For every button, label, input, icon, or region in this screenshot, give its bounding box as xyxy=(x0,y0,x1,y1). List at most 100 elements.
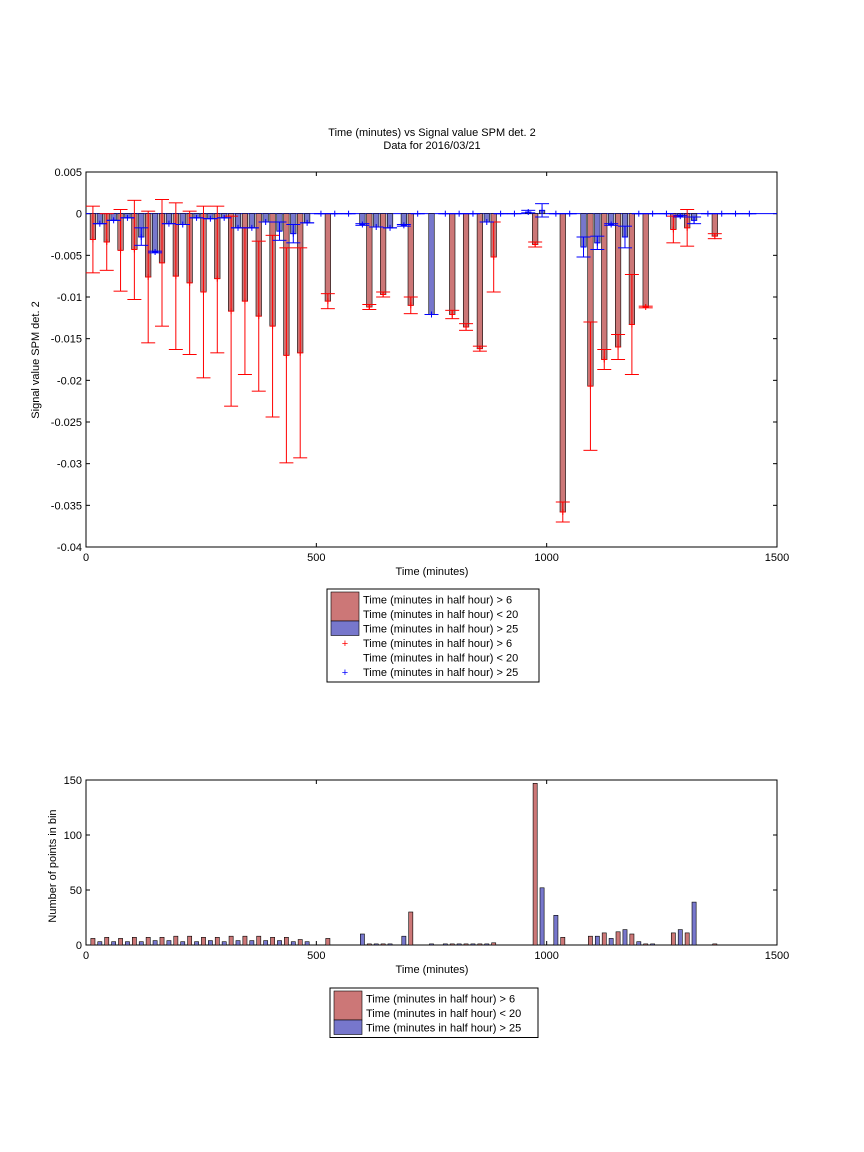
count-bar xyxy=(373,943,379,946)
count-bar xyxy=(491,942,497,946)
count-bar xyxy=(180,941,186,946)
count-bar xyxy=(270,936,275,946)
count-bar xyxy=(408,911,414,946)
count-bar xyxy=(325,938,331,946)
x-tick-label: 500 xyxy=(307,950,325,962)
signal-bar xyxy=(324,213,331,302)
count-bar xyxy=(601,932,607,946)
count-bar xyxy=(401,935,407,946)
legend-entry: Time (minutes in half hour) > 6 xyxy=(363,594,512,606)
count-bar xyxy=(615,931,621,946)
legend-entry: Time (minutes in half hour) < 20 xyxy=(363,609,518,621)
count-bar xyxy=(277,940,282,946)
count-bar xyxy=(221,941,227,946)
y-tick-label: 0 xyxy=(76,940,82,952)
signal-bar xyxy=(711,213,718,237)
signal-bar xyxy=(532,213,539,245)
legend-entry: Time (minutes in half hour) > 25 xyxy=(363,623,518,635)
signal-y-axis-label: Signal value SPM det. 2 xyxy=(30,301,42,418)
signal-bar xyxy=(152,213,159,253)
count-bar xyxy=(560,936,566,946)
count-bar xyxy=(131,936,137,946)
count-bar xyxy=(256,935,262,946)
count-bar xyxy=(173,935,179,946)
legend-box xyxy=(329,987,539,1038)
count-y-axis-label: Number of points in bin xyxy=(47,809,59,922)
count-bar xyxy=(201,936,206,946)
count-bar xyxy=(456,943,462,946)
legend-entry: Time (minutes in half hour) < 20 xyxy=(366,1008,521,1020)
count-bar xyxy=(194,941,199,946)
count-bar xyxy=(228,935,234,946)
count-bar xyxy=(380,943,386,946)
plot-frame xyxy=(85,779,778,946)
count-bar xyxy=(360,933,365,946)
count-bar xyxy=(152,940,158,946)
legend-marker: + xyxy=(342,638,348,650)
count-bar xyxy=(125,941,130,946)
count-x-axis-label: Time (minutes) xyxy=(396,964,469,976)
chart-title: Time (minutes) vs Signal value SPM det. … xyxy=(328,127,535,139)
legend-swatch xyxy=(330,591,360,622)
legend-box xyxy=(326,588,540,683)
x-tick-label: 1500 xyxy=(765,552,789,564)
legend-entry: Time (minutes in half hour) > 6 xyxy=(363,638,512,650)
count-bar xyxy=(290,941,296,946)
count-bar xyxy=(387,943,393,946)
count-bar xyxy=(118,938,123,946)
count-bar xyxy=(636,941,642,946)
count-bar xyxy=(214,936,220,946)
count-bar xyxy=(242,935,248,946)
count-bar xyxy=(463,943,469,946)
legend-swatch xyxy=(333,990,363,1021)
legend-entry: Time (minutes in half hour) < 20 xyxy=(363,652,518,664)
signal-chart: Time (minutes) vs Signal value SPM det. … xyxy=(30,127,789,683)
count-bar xyxy=(677,929,683,946)
legend-marker: + xyxy=(342,667,348,679)
count-bar xyxy=(594,935,600,946)
count-bar xyxy=(470,943,476,946)
count-bar xyxy=(111,941,117,946)
x-tick-label: 1500 xyxy=(765,950,789,962)
count-bar xyxy=(138,941,144,946)
y-tick-label: -0.025 xyxy=(51,417,82,429)
count-bar xyxy=(532,782,538,946)
count-bar xyxy=(97,941,103,946)
signal-bar xyxy=(380,213,387,295)
count-bar xyxy=(145,936,151,946)
legend-entry: Time (minutes in half hour) > 6 xyxy=(366,993,515,1005)
x-tick-label: 0 xyxy=(83,552,89,564)
count-bar xyxy=(484,943,490,946)
count-bar xyxy=(208,940,213,946)
x-tick-label: 0 xyxy=(83,950,89,962)
signal-bar xyxy=(559,213,566,513)
legend-entry: Time (minutes in half hour) > 25 xyxy=(366,1022,521,1034)
count-bar xyxy=(712,943,718,946)
y-tick-label: 150 xyxy=(64,775,82,787)
count-bar xyxy=(442,943,448,946)
count-bar xyxy=(159,936,165,946)
y-tick-label: -0.04 xyxy=(57,542,82,554)
signal-bar xyxy=(449,213,456,315)
signal-legend: Time (minutes in half hour) > 6 Time (min… xyxy=(326,588,540,683)
signal-bar xyxy=(476,213,483,349)
count-bar xyxy=(366,943,372,946)
x-tick-label: 500 xyxy=(307,552,325,564)
y-tick-label: -0.035 xyxy=(51,500,82,512)
y-tick-label: 100 xyxy=(64,830,82,842)
count-bar xyxy=(643,943,649,946)
signal-bar xyxy=(642,213,649,308)
count-bar xyxy=(297,939,303,946)
count-legend: Time (minutes in half hour) > 6 Time (min… xyxy=(329,987,539,1038)
count-bar xyxy=(622,929,628,946)
y-tick-label: -0.005 xyxy=(51,250,82,262)
plot-frame xyxy=(85,171,778,548)
y-tick-label: -0.03 xyxy=(57,459,82,471)
count-bar xyxy=(539,887,545,946)
signal-bar xyxy=(462,213,470,328)
count-bar xyxy=(629,933,635,946)
x-tick-label: 1000 xyxy=(534,552,558,564)
count-bar xyxy=(263,940,269,946)
